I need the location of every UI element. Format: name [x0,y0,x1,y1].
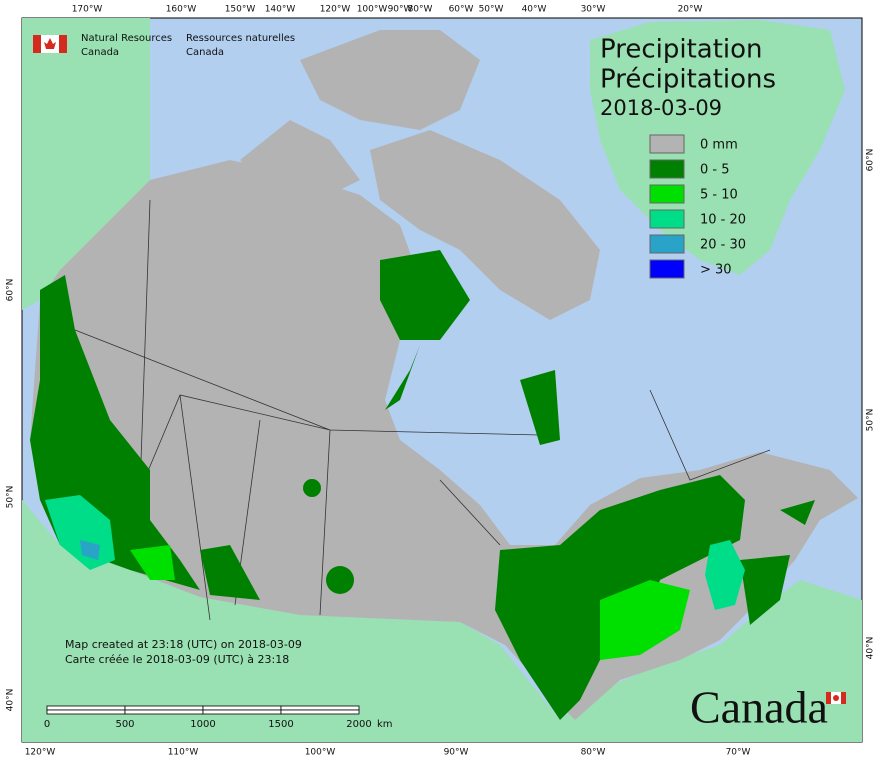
graticule-label: 60°N [866,149,876,172]
graticule-label: 70°W [726,748,751,758]
agency-en: Canada [81,47,119,58]
precip-area [780,500,815,525]
legend: 0 mm 0 - 5 5 - 10 10 - 20 20 - 30 > 30 [649,134,746,279]
footnote-en: Map created at 23:18 (UTC) on 2018-03-09 [65,638,302,651]
arctic-island [300,30,480,130]
graticule-label: 40°N [866,637,876,660]
precip-area [326,566,354,594]
precip-10-20 [705,540,745,610]
graticule-label: 110°W [168,748,199,758]
usa [22,500,862,742]
graticule-label: 80°W [408,5,433,15]
legend-label: 20 - 30 [700,238,746,253]
canada-wordmark: Canada [690,682,846,733]
title-date: 2018-03-09 [600,96,722,120]
legend-swatch [649,209,685,229]
scale-segment [202,709,282,715]
graticule-label: 30°W [581,5,606,15]
scale-label: 0 [44,719,50,730]
legend-swatch [649,234,685,254]
precip-area [200,545,260,600]
graticule-label: 50°N [866,409,876,432]
agency-signature: Natural Resources Canada Ressources natu… [33,33,295,58]
scale-segment [124,709,204,715]
graticule-label: 80°W [581,748,606,758]
wordmark-leaf [833,695,839,701]
graticule-label: 40°N [6,689,16,712]
wordmark: Canada [690,682,828,733]
title-fr: Précipitations [600,65,776,95]
scale-segment [202,705,282,711]
legend-swatch [649,159,685,179]
agency-fr: Canada [186,47,224,58]
legend-label: 0 mm [700,138,738,153]
scale-segment [124,705,204,711]
scale-segment [280,709,360,715]
precip-5-10 [600,580,690,660]
precip-area [303,479,321,497]
hudson-bay [395,330,550,480]
graticule-label: 160°W [166,5,197,15]
scale-label: 2000 [346,719,371,730]
graticule-label: 90°W [388,5,413,15]
flag-bar [33,35,41,53]
scale-segment [46,705,126,711]
graticule-label: 60°W [449,5,474,15]
legend-label: 0 - 5 [700,163,730,178]
precip-5-10 [130,545,175,580]
alaska [22,18,150,310]
precip-20-30 [80,540,100,560]
graticule-label: 20°W [678,5,703,15]
graticule-label: 90°W [444,748,469,758]
scale-label: 500 [115,719,134,730]
scale-label: 1000 [190,719,215,730]
graticule-label: 100°W [357,5,388,15]
graticule-label: 150°W [225,5,256,15]
baffin-island [370,130,600,320]
graticule-label: 120°W [25,748,56,758]
graticule-label: 50°N [6,486,16,509]
legend-label: 10 - 20 [700,213,746,228]
arctic-island [240,120,360,200]
graticule-label: 50°W [479,5,504,15]
title-en: Precipitation [600,35,763,65]
legend-swatch [649,259,685,279]
precip-area [520,370,560,445]
legend-swatch [649,134,685,154]
precip-area [740,555,790,625]
graticule-label: 40°W [522,5,547,15]
precip-area [380,250,470,340]
scale-label: 1500 [268,719,293,730]
graticule-label: 120°W [320,5,351,15]
graticule-label: 170°W [72,5,103,15]
legend-label: 5 - 10 [700,188,738,203]
flag-bar [59,35,67,53]
legend-label: > 30 [700,263,732,278]
scale-unit: km [377,719,393,730]
graticule-label: 100°W [305,748,336,758]
graticule-label: 60°N [6,279,16,302]
maple-leaf [44,38,56,49]
scale-bar: 0 500 1000 1500 2000 km [44,705,393,730]
agency-fr: Ressources naturelles [186,33,295,44]
scale-segment [46,709,126,715]
graticule-label: 140°W [265,5,296,15]
graticule-labels: 170°W 160°W 150°W 140°W 120°W 100°W 90°W80°W 60… [6,5,876,758]
legend-swatch [649,184,685,204]
agency-en: Natural Resources [81,33,172,44]
scale-segment [280,705,360,711]
footnote-fr: Carte créée le 2018-03-09 (UTC) à 23:18 [65,653,289,666]
